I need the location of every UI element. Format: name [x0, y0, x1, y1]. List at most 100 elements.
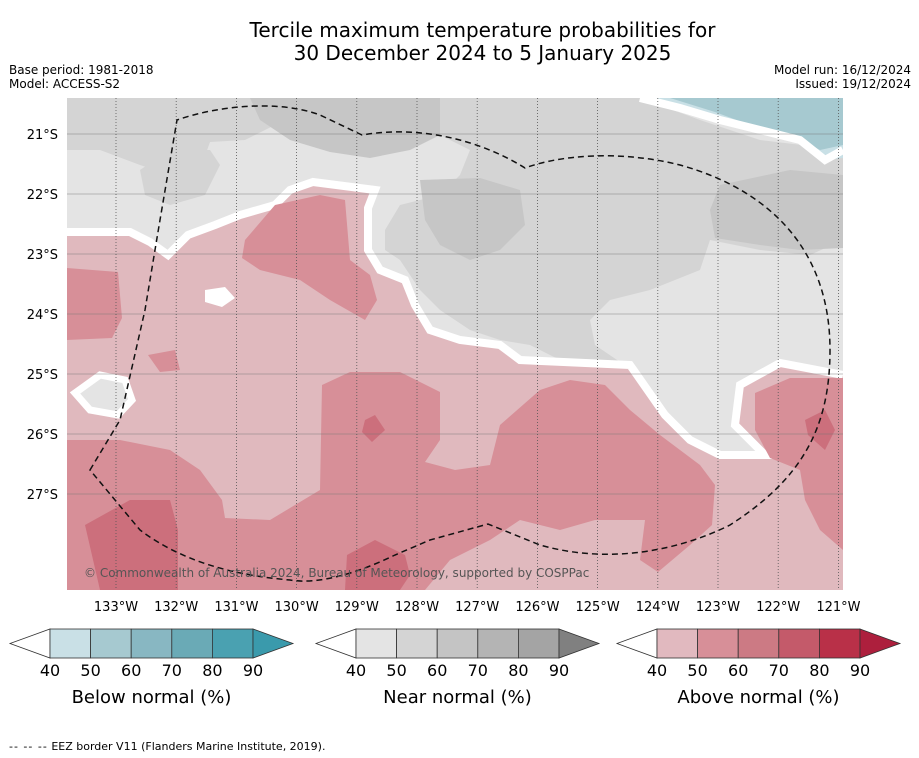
- lon-label: 124°W: [636, 600, 680, 615]
- footer-text: EEZ border V11 (Flanders Marine Institut…: [51, 740, 326, 753]
- lon-label: 127°W: [455, 600, 499, 615]
- lon-label: 122°W: [756, 600, 800, 615]
- legend-swatch: [355, 628, 397, 659]
- lat-label: 25°S: [27, 368, 58, 383]
- legend-tick: 70: [162, 661, 182, 680]
- legend-low-arrow: [615, 628, 658, 659]
- title-line-1: Tercile maximum temperature probabilitie…: [249, 18, 716, 42]
- legend-high-arrow: [558, 628, 601, 659]
- model-run: Model run: 16/12/2024: [773, 63, 911, 77]
- legend-swatch: [171, 628, 213, 659]
- legend-swatch: [130, 628, 173, 659]
- legend-low-arrow: [314, 628, 357, 659]
- lon-label: 126°W: [515, 600, 559, 615]
- lon-label: 133°W: [94, 600, 138, 615]
- legend-swatch: [211, 628, 254, 659]
- legend-swatch: [819, 628, 861, 659]
- legend-tick: 40: [346, 661, 366, 680]
- lon-label: 129°W: [335, 600, 379, 615]
- legend-2: 40 50 60 70 80 90 Near normal (%): [314, 628, 601, 708]
- legend-title: Above normal (%): [677, 687, 839, 708]
- above-normal-region: [805, 410, 835, 450]
- legend-swatch: [436, 628, 479, 659]
- above-normal-region: [67, 268, 122, 340]
- lon-label: 131°W: [214, 600, 258, 615]
- legend-swatch: [778, 628, 820, 659]
- above-normal-region: [67, 372, 715, 590]
- footer-note: -- -- -- EEZ border V11 (Flanders Marine…: [9, 740, 325, 753]
- legend-title: Below normal (%): [72, 687, 232, 708]
- above-normal-region: [362, 415, 385, 442]
- legend-swatch: [518, 628, 560, 659]
- issued-date: Issued: 19/12/2024: [795, 77, 911, 91]
- lat-label: 24°S: [27, 308, 58, 323]
- title-line-2: 30 December 2024 to 5 January 2025: [293, 41, 672, 65]
- base-period: Base period: 1981-2018: [9, 63, 154, 77]
- legend-tick: 70: [468, 661, 488, 680]
- lon-label: 128°W: [395, 600, 439, 615]
- colorbar-legends: 40 50 60 70 80 90 Below normal (%) 40 50 60 70 80 90…: [8, 628, 902, 708]
- lat-label: 27°S: [27, 488, 58, 503]
- run-info: Model run: 16/12/2024 Issued: 19/12/2024: [774, 63, 911, 91]
- legend-swatch: [49, 628, 91, 659]
- legend-tick: 90: [850, 661, 870, 680]
- near-normal-patch: [140, 150, 220, 205]
- legend-1: 40 50 60 70 80 90 Below normal (%): [8, 628, 295, 708]
- lon-label: 121°W: [816, 600, 860, 615]
- category-boundary: [639, 98, 843, 165]
- above-normal-region: [85, 500, 178, 590]
- legend-tick: 50: [80, 661, 100, 680]
- legend-low-arrow: [8, 628, 51, 659]
- legend-title: Near normal (%): [383, 687, 532, 708]
- model-name: Model: ACCESS-S2: [9, 77, 121, 91]
- model-info: Base period: 1981-2018 Model: ACCESS-S2: [9, 63, 154, 91]
- near-normal-patch: [710, 170, 843, 250]
- legend-tick: 80: [809, 661, 829, 680]
- category-boundary: [205, 287, 235, 307]
- probability-map: [67, 98, 843, 590]
- lon-label: 132°W: [154, 600, 198, 615]
- legend-tick: 70: [769, 661, 789, 680]
- eez-border: [89, 105, 831, 582]
- legend-swatch: [737, 628, 780, 659]
- near-normal-patch: [290, 98, 843, 362]
- legend-swatch: [90, 628, 132, 659]
- latitude-labels: 21°S 22°S 23°S 24°S 25°S 26°S 27°S: [27, 128, 58, 503]
- longitude-labels: 133°W 132°W 131°W 130°W 129°W 128°W 127°W 126°W…: [94, 600, 861, 615]
- legend-tick: 90: [549, 661, 569, 680]
- above-normal-region: [345, 540, 410, 590]
- lat-label: 22°S: [27, 188, 58, 203]
- lon-label: 130°W: [275, 600, 319, 615]
- legend-swatch: [656, 628, 698, 659]
- legend-swatch: [477, 628, 519, 659]
- legend-tick: 60: [728, 661, 748, 680]
- category-boundary: [67, 177, 843, 459]
- legend-3: 40 50 60 70 80 90 Above normal (%): [615, 628, 902, 708]
- lat-label: 26°S: [27, 428, 58, 443]
- near-normal-patch: [420, 178, 525, 260]
- category-boundary: [69, 371, 137, 419]
- legend-high-arrow: [859, 628, 902, 659]
- legend-tick: 50: [386, 661, 406, 680]
- lat-label: 23°S: [27, 248, 58, 263]
- legend-tick: 50: [687, 661, 707, 680]
- legend-tick: 80: [508, 661, 528, 680]
- near-normal-patch: [67, 98, 290, 178]
- lon-label: 123°W: [696, 600, 740, 615]
- near-normal-patch: [250, 98, 440, 158]
- chart-title: Tercile maximum temperature probabilitie…: [0, 19, 919, 65]
- legend-tick: 60: [121, 661, 141, 680]
- legend-tick: 80: [202, 661, 222, 680]
- legend-tick: 40: [40, 661, 60, 680]
- eez-line-sample: -- -- --: [9, 740, 48, 753]
- legend-swatch: [697, 628, 739, 659]
- above-normal-region: [148, 350, 180, 372]
- legend-tick: 40: [647, 661, 667, 680]
- legend-tick: 90: [243, 661, 263, 680]
- legend-high-arrow: [252, 628, 295, 659]
- gridlines: [67, 98, 843, 590]
- copyright-notice: © Commonwealth of Australia 2024, Bureau…: [84, 566, 589, 580]
- legend-swatch: [396, 628, 438, 659]
- above-normal-region: [242, 195, 377, 320]
